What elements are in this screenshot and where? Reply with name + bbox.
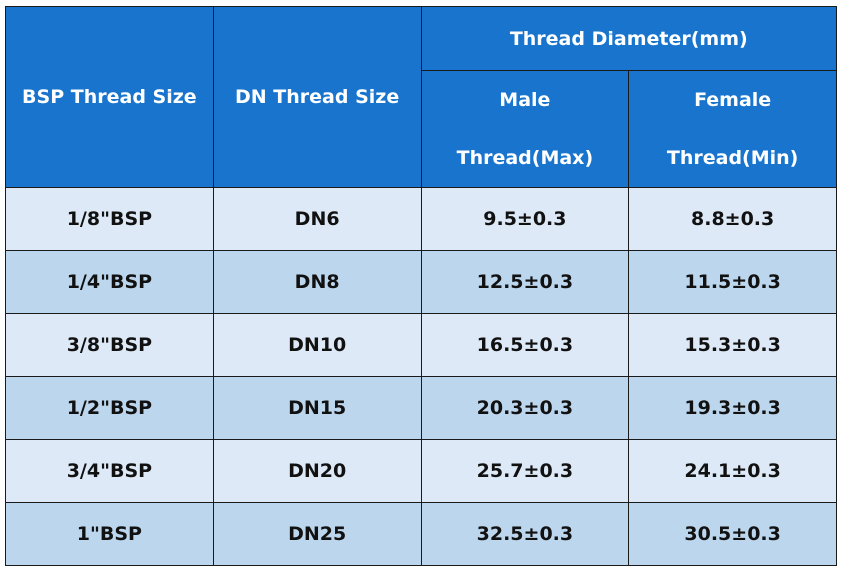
cell-male: 16.5±0.3	[420, 313, 630, 377]
cell-male: 9.5±0.3	[420, 187, 630, 251]
cell-dn: DN10	[212, 313, 422, 377]
cell-bsp: 1"BSP	[5, 502, 214, 566]
cell-male: 20.3±0.3	[420, 376, 630, 440]
cell-female: 30.5±0.3	[628, 502, 837, 566]
table-row: 1/8"BSP DN6 9.5±0.3 8.8±0.3	[5, 187, 837, 251]
cell-male: 25.7±0.3	[420, 439, 630, 503]
header-male-thread: Male Thread(Max)	[420, 70, 630, 188]
cell-dn: DN20	[212, 439, 422, 503]
male-line1: Male	[499, 89, 551, 111]
header-dn-thread-size: DN Thread Size	[212, 6, 422, 188]
cell-female: 24.1±0.3	[628, 439, 837, 503]
table-row: 1/2"BSP DN15 20.3±0.3 19.3±0.3	[5, 376, 837, 440]
cell-bsp: 3/8"BSP	[5, 313, 214, 377]
cell-bsp: 1/2"BSP	[5, 376, 214, 440]
cell-bsp: 3/4"BSP	[5, 439, 214, 503]
cell-male: 32.5±0.3	[420, 502, 630, 566]
cell-female: 11.5±0.3	[628, 250, 837, 314]
cell-dn: DN6	[212, 187, 422, 251]
header-thread-diameter: Thread Diameter(mm)	[420, 6, 837, 71]
cell-dn: DN25	[212, 502, 422, 566]
table-row: 3/4"BSP DN20 25.7±0.3 24.1±0.3	[5, 439, 837, 503]
cell-female: 8.8±0.3	[628, 187, 837, 251]
cell-dn: DN8	[212, 250, 422, 314]
cell-bsp: 1/4"BSP	[5, 250, 214, 314]
cell-female: 15.3±0.3	[628, 313, 837, 377]
header-female-thread: Female Thread(Min)	[628, 70, 837, 188]
table-row: 1/4"BSP DN8 12.5±0.3 11.5±0.3	[5, 250, 837, 314]
cell-dn: DN15	[212, 376, 422, 440]
cell-male: 12.5±0.3	[420, 250, 630, 314]
header-bsp-thread-size: BSP Thread Size	[5, 6, 214, 188]
table-row: 1"BSP DN25 32.5±0.3 30.5±0.3	[5, 502, 837, 566]
cell-female: 19.3±0.3	[628, 376, 837, 440]
table-row: 3/8"BSP DN10 16.5±0.3 15.3±0.3	[5, 313, 837, 377]
cell-bsp: 1/8"BSP	[5, 187, 214, 251]
thread-size-table: BSP Thread Size DN Thread Size Thread Di…	[5, 6, 837, 566]
female-line2: Thread(Min)	[666, 147, 799, 169]
female-line1: Female	[694, 89, 772, 111]
male-line2: Thread(Max)	[456, 147, 594, 169]
